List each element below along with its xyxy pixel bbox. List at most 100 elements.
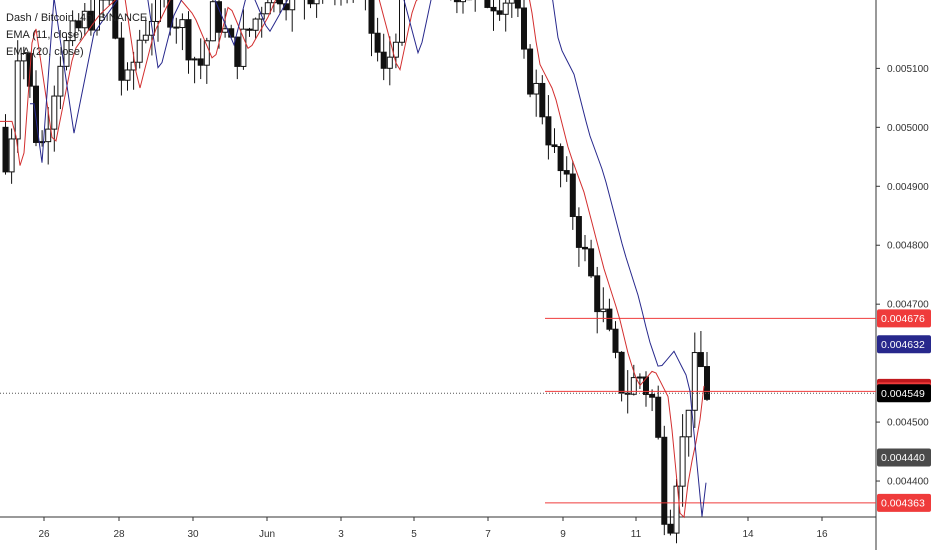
- candle[interactable]: [521, 0, 527, 59]
- candle[interactable]: [496, 0, 503, 21]
- candle[interactable]: [2, 114, 9, 175]
- candle[interactable]: [533, 69, 540, 117]
- candle[interactable]: [460, 0, 466, 14]
- candle[interactable]: [594, 266, 601, 334]
- candle[interactable]: [508, 0, 515, 18]
- candle[interactable]: [655, 385, 662, 440]
- candle[interactable]: [563, 156, 570, 182]
- candle[interactable]: [142, 17, 149, 44]
- candle[interactable]: [661, 425, 668, 536]
- candle[interactable]: [345, 0, 350, 4]
- candle[interactable]: [240, 9, 247, 70]
- candle[interactable]: [179, 13, 186, 51]
- candle[interactable]: [307, 0, 314, 9]
- candle[interactable]: [600, 287, 607, 323]
- candle[interactable]: [246, 27, 253, 37]
- candle[interactable]: [618, 351, 625, 402]
- candle[interactable]: [100, 0, 107, 18]
- candle[interactable]: [167, 0, 174, 36]
- candle[interactable]: [667, 509, 674, 536]
- candle[interactable]: [545, 95, 552, 160]
- candle[interactable]: [313, 0, 320, 18]
- candle[interactable]: [539, 75, 546, 125]
- candle[interactable]: [136, 29, 143, 69]
- x-tick-label: 9: [560, 529, 566, 540]
- candle[interactable]: [228, 24, 235, 39]
- candle[interactable]: [234, 36, 241, 80]
- candle[interactable]: [527, 44, 534, 98]
- candle[interactable]: [368, 0, 375, 57]
- candle[interactable]: [185, 11, 192, 74]
- candle[interactable]: [57, 56, 64, 110]
- candle[interactable]: [118, 22, 125, 96]
- candle[interactable]: [155, 0, 161, 42]
- candle[interactable]: [490, 0, 497, 31]
- candle[interactable]: [612, 321, 619, 359]
- candle[interactable]: [45, 106, 52, 165]
- candle[interactable]: [484, 0, 491, 9]
- candle[interactable]: [8, 128, 15, 184]
- candle[interactable]: [679, 414, 686, 507]
- candle[interactable]: [20, 46, 27, 80]
- candle[interactable]: [606, 298, 613, 332]
- candle[interactable]: [277, 0, 283, 14]
- candle[interactable]: [582, 234, 588, 262]
- candle[interactable]: [209, 0, 216, 42]
- candle[interactable]: [87, 0, 94, 36]
- candle[interactable]: [551, 128, 558, 154]
- candle[interactable]: [270, 0, 277, 13]
- candle[interactable]: [339, 0, 344, 6]
- candle[interactable]: [649, 389, 656, 412]
- candle[interactable]: [514, 0, 521, 18]
- candle[interactable]: [374, 17, 381, 62]
- candle[interactable]: [569, 160, 576, 230]
- candle[interactable]: [691, 332, 698, 428]
- candle[interactable]: [673, 478, 680, 544]
- candle[interactable]: [289, 0, 296, 32]
- candle[interactable]: [106, 0, 113, 6]
- candle[interactable]: [124, 62, 131, 91]
- candle[interactable]: [69, 10, 76, 47]
- candle[interactable]: [94, 0, 100, 36]
- candle[interactable]: [630, 364, 637, 396]
- candle[interactable]: [51, 85, 58, 152]
- chart-title: Dash / Bitcoin, 4h, BINANCE: [6, 12, 148, 24]
- y-tick-label: 0.005100: [887, 64, 929, 75]
- candle[interactable]: [386, 36, 393, 86]
- candle[interactable]: [685, 409, 692, 457]
- candle[interactable]: [351, 0, 356, 3]
- candle[interactable]: [473, 0, 478, 12]
- candle[interactable]: [704, 352, 710, 401]
- candle[interactable]: [697, 331, 704, 368]
- candle[interactable]: [320, 0, 325, 4]
- candle[interactable]: [112, 0, 119, 40]
- candle[interactable]: [191, 56, 198, 84]
- candle[interactable]: [557, 143, 564, 188]
- candle[interactable]: [588, 239, 595, 278]
- candle[interactable]: [63, 33, 70, 71]
- candle[interactable]: [14, 40, 21, 153]
- candle[interactable]: [75, 13, 82, 32]
- candle[interactable]: [197, 38, 204, 80]
- candle[interactable]: [575, 207, 582, 267]
- candle[interactable]: [643, 371, 649, 407]
- candle[interactable]: [252, 17, 259, 39]
- candle[interactable]: [162, 0, 167, 8]
- candle[interactable]: [33, 70, 39, 147]
- price-badge-label: 0.004440: [881, 452, 925, 464]
- candle[interactable]: [453, 0, 460, 14]
- candle[interactable]: [216, 0, 222, 49]
- candle[interactable]: [302, 0, 307, 20]
- ema-20-line[interactable]: [30, 0, 707, 517]
- candle[interactable]: [380, 33, 387, 81]
- candle[interactable]: [173, 17, 180, 44]
- candle[interactable]: [502, 0, 509, 32]
- candle[interactable]: [399, 0, 405, 46]
- candle[interactable]: [264, 0, 271, 15]
- candle[interactable]: [332, 0, 337, 6]
- candle[interactable]: [81, 2, 88, 37]
- ema-11-line[interactable]: [0, 0, 705, 519]
- candle[interactable]: [363, 0, 368, 11]
